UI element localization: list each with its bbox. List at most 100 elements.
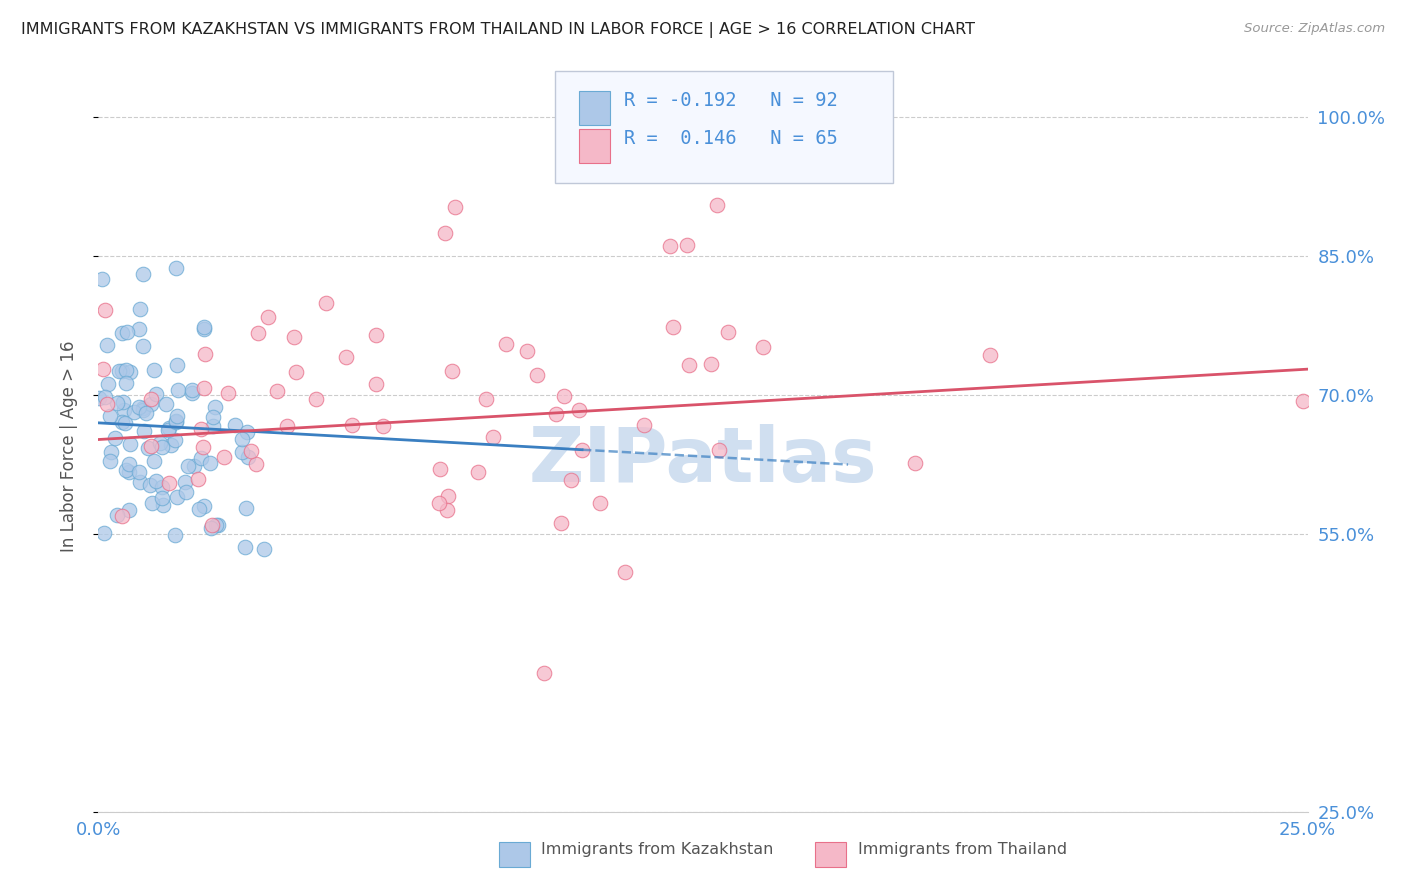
Point: [150, 491, 173, 506]
Point: [97, 376, 120, 391]
Point: [276, 419, 298, 434]
Point: [165, 528, 187, 542]
Point: [159, 437, 181, 451]
Point: [699, 357, 721, 371]
Point: [93, 390, 115, 404]
Point: [190, 451, 212, 466]
Point: [129, 302, 152, 317]
Point: [132, 403, 155, 417]
Point: [236, 425, 259, 439]
Point: [165, 415, 187, 429]
Point: [676, 238, 699, 252]
Point: [165, 414, 187, 428]
Point: [193, 320, 215, 334]
Point: [143, 363, 166, 377]
Point: [717, 326, 740, 340]
Point: [235, 500, 257, 515]
Text: Source: ZipAtlas.com: Source: ZipAtlas.com: [1244, 22, 1385, 36]
Point: [166, 409, 188, 423]
Point: [305, 392, 328, 407]
Point: [94, 302, 117, 317]
Point: [191, 441, 214, 455]
Point: [166, 358, 188, 372]
Point: [155, 397, 177, 411]
Point: [475, 392, 498, 407]
Point: [1292, 394, 1315, 409]
Point: [111, 509, 134, 524]
Point: [224, 417, 246, 432]
Point: [335, 351, 357, 365]
Point: [436, 489, 458, 503]
Point: [706, 198, 728, 212]
Point: [131, 338, 153, 352]
Point: [105, 395, 128, 409]
Point: [114, 416, 136, 430]
Text: IMMIGRANTS FROM KAZAKHSTAN VS IMMIGRANTS FROM THAILAND IN LABOR FORCE | AGE > 16: IMMIGRANTS FROM KAZAKHSTAN VS IMMIGRANTS…: [21, 22, 976, 38]
Point: [145, 474, 167, 488]
Point: [202, 418, 225, 433]
Point: [614, 565, 637, 579]
Text: Immigrants from Thailand: Immigrants from Thailand: [858, 842, 1067, 857]
Point: [89, 391, 111, 405]
Point: [633, 417, 655, 432]
Point: [193, 381, 215, 395]
Point: [589, 496, 612, 510]
Text: ZIPatlas: ZIPatlas: [529, 424, 877, 498]
Point: [181, 385, 204, 400]
Point: [212, 450, 235, 464]
Text: R = -0.192   N = 92: R = -0.192 N = 92: [624, 91, 838, 110]
Point: [239, 444, 262, 458]
Point: [245, 457, 267, 471]
Point: [141, 439, 163, 453]
Point: [441, 364, 464, 378]
Point: [112, 403, 135, 417]
Point: [128, 400, 150, 414]
Point: [678, 359, 700, 373]
Point: [115, 363, 138, 377]
Point: [132, 401, 155, 416]
Point: [194, 346, 217, 360]
Point: [165, 260, 187, 275]
Point: [118, 503, 141, 517]
Point: [117, 325, 139, 339]
Point: [193, 499, 215, 513]
Point: [114, 376, 136, 390]
Point: [198, 456, 221, 470]
Point: [467, 465, 489, 479]
Point: [233, 540, 256, 554]
Point: [98, 409, 121, 423]
Point: [141, 392, 163, 406]
Point: [118, 436, 141, 450]
Point: [659, 238, 682, 252]
Point: [128, 475, 150, 489]
Point: [429, 462, 451, 476]
Point: [156, 423, 179, 437]
Y-axis label: In Labor Force | Age > 16: In Labor Force | Age > 16: [59, 340, 77, 552]
Point: [96, 397, 118, 411]
Point: [117, 457, 139, 471]
Point: [166, 490, 188, 504]
Point: [533, 666, 555, 681]
Point: [122, 405, 145, 419]
Point: [201, 410, 224, 425]
Point: [96, 338, 118, 352]
Point: [174, 475, 197, 490]
Point: [141, 397, 163, 411]
Point: [193, 322, 215, 336]
Point: [139, 478, 162, 492]
Point: [157, 421, 180, 435]
Point: [979, 348, 1001, 362]
Point: [150, 480, 173, 494]
Point: [283, 330, 305, 344]
Text: R =  0.146   N = 65: R = 0.146 N = 65: [624, 129, 838, 148]
Point: [217, 385, 239, 400]
Point: [111, 415, 134, 429]
Point: [364, 328, 387, 343]
Point: [110, 364, 132, 378]
Point: [553, 388, 575, 402]
Point: [340, 417, 363, 432]
Point: [104, 431, 127, 445]
Point: [516, 344, 538, 359]
Point: [436, 503, 458, 517]
Point: [98, 454, 121, 468]
